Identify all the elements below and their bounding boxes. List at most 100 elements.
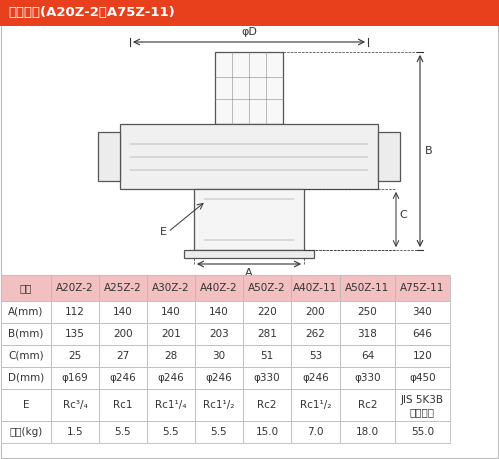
Text: A25Z-2: A25Z-2 xyxy=(104,283,142,293)
Text: Rc2: Rc2 xyxy=(358,400,377,410)
Text: 250: 250 xyxy=(358,307,377,317)
Text: A40Z-2: A40Z-2 xyxy=(200,283,238,293)
Text: 1.5: 1.5 xyxy=(67,427,83,437)
Bar xyxy=(195,301,243,323)
Bar xyxy=(147,389,195,421)
Text: φ330: φ330 xyxy=(354,373,381,383)
Bar xyxy=(0,0,499,26)
Text: 28: 28 xyxy=(164,351,178,361)
Bar xyxy=(378,132,400,181)
Bar xyxy=(147,345,195,367)
Text: A20Z-2: A20Z-2 xyxy=(56,283,94,293)
Text: 型式: 型式 xyxy=(20,283,32,293)
Text: 5.5: 5.5 xyxy=(211,427,228,437)
Bar xyxy=(340,421,395,443)
Bar xyxy=(291,301,340,323)
Bar xyxy=(51,301,99,323)
Bar xyxy=(243,345,291,367)
Text: 东莞市灵越商贸有限公司: 东莞市灵越商贸有限公司 xyxy=(194,162,304,180)
Bar xyxy=(243,367,291,389)
Bar xyxy=(340,301,395,323)
Text: 200: 200 xyxy=(113,329,133,339)
Text: 200: 200 xyxy=(306,307,325,317)
Bar xyxy=(291,367,340,389)
Bar xyxy=(195,345,243,367)
Bar xyxy=(195,323,243,345)
Bar xyxy=(215,52,283,124)
Text: D(mm): D(mm) xyxy=(8,373,44,383)
Text: φ450: φ450 xyxy=(409,373,436,383)
Text: Rc1¹/₄: Rc1¹/₄ xyxy=(155,400,187,410)
Text: 5.5: 5.5 xyxy=(163,427,179,437)
Bar xyxy=(243,275,291,301)
Bar xyxy=(51,323,99,345)
Bar xyxy=(395,323,450,345)
Bar xyxy=(51,367,99,389)
Bar xyxy=(147,301,195,323)
Bar xyxy=(195,367,243,389)
Text: φ246: φ246 xyxy=(206,373,233,383)
Text: A40Z-11: A40Z-11 xyxy=(293,283,338,293)
Bar xyxy=(98,132,120,181)
Text: φ246: φ246 xyxy=(110,373,136,383)
Text: C(mm): C(mm) xyxy=(8,351,44,361)
Text: 203: 203 xyxy=(209,329,229,339)
Text: A50Z-11: A50Z-11 xyxy=(345,283,390,293)
Bar xyxy=(51,275,99,301)
Bar xyxy=(99,367,147,389)
Text: 340: 340 xyxy=(413,307,432,317)
Text: 220: 220 xyxy=(257,307,277,317)
Text: 140: 140 xyxy=(209,307,229,317)
Text: 15.0: 15.0 xyxy=(255,427,278,437)
Bar xyxy=(1,345,51,367)
Bar xyxy=(51,421,99,443)
Bar xyxy=(147,421,195,443)
Text: 646: 646 xyxy=(413,329,433,339)
Text: 318: 318 xyxy=(358,329,377,339)
Bar xyxy=(243,323,291,345)
Text: E: E xyxy=(23,400,29,410)
Bar xyxy=(99,389,147,421)
Text: 18.0: 18.0 xyxy=(356,427,379,437)
Text: 55.0: 55.0 xyxy=(411,427,434,437)
Text: C: C xyxy=(399,209,407,219)
Text: 51: 51 xyxy=(260,351,273,361)
Text: φ169: φ169 xyxy=(61,373,88,383)
Text: Rc2: Rc2 xyxy=(257,400,277,410)
Text: 25: 25 xyxy=(68,351,82,361)
Text: 7.0: 7.0 xyxy=(307,427,324,437)
Bar xyxy=(194,189,304,250)
Bar xyxy=(1,323,51,345)
Text: JIS 5K3B: JIS 5K3B xyxy=(401,395,444,405)
Text: 64: 64 xyxy=(361,351,374,361)
Text: Rc1: Rc1 xyxy=(113,400,133,410)
Text: A50Z-2: A50Z-2 xyxy=(248,283,286,293)
Bar xyxy=(243,389,291,421)
Bar xyxy=(340,367,395,389)
Bar xyxy=(99,275,147,301)
Bar xyxy=(51,345,99,367)
Bar xyxy=(340,389,395,421)
Text: フランジ: フランジ xyxy=(410,407,435,417)
Bar xyxy=(1,367,51,389)
Bar xyxy=(243,301,291,323)
Text: φ246: φ246 xyxy=(158,373,184,383)
Bar xyxy=(99,301,147,323)
Text: 281: 281 xyxy=(257,329,277,339)
Bar xyxy=(1,389,51,421)
Text: 質量(kg): 質量(kg) xyxy=(9,427,42,437)
Text: 262: 262 xyxy=(305,329,325,339)
Bar xyxy=(395,421,450,443)
Bar xyxy=(195,421,243,443)
Bar xyxy=(99,421,147,443)
Text: 135: 135 xyxy=(65,329,85,339)
Bar xyxy=(291,345,340,367)
Bar xyxy=(340,345,395,367)
Text: 30: 30 xyxy=(213,351,226,361)
Bar xyxy=(291,389,340,421)
Text: A(mm): A(mm) xyxy=(8,307,44,317)
Text: φ330: φ330 xyxy=(253,373,280,383)
Text: 外形寸法(A20Z-2～A75Z-11): 外形寸法(A20Z-2～A75Z-11) xyxy=(8,6,175,19)
Bar xyxy=(147,367,195,389)
Bar xyxy=(291,275,340,301)
